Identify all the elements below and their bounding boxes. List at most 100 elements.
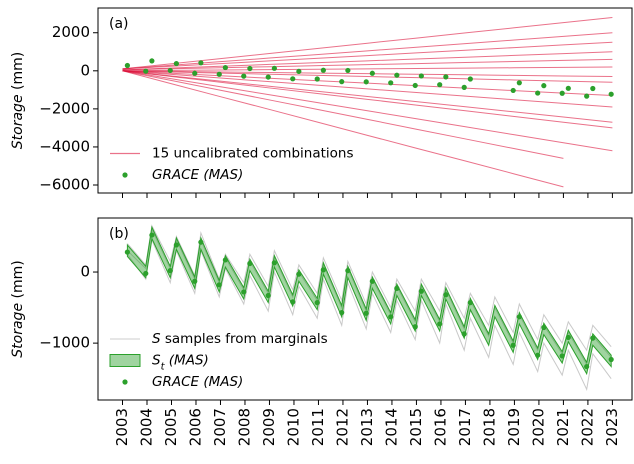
x-tick-label: 2022: [578, 408, 596, 446]
x-tick-label: 2004: [137, 408, 155, 446]
data-point: [467, 76, 473, 82]
y-tick-label: 0: [80, 61, 90, 79]
legend-symbol: [122, 379, 128, 385]
data-point: [167, 67, 173, 74]
data-point: [216, 71, 222, 77]
series-line: [122, 70, 613, 152]
y-tick-label: 0: [80, 263, 90, 281]
data-point: [271, 65, 277, 71]
legend-label: St (MAS): [152, 353, 209, 373]
series-line: [122, 41, 613, 70]
legend-label: GRACE (MAS): [152, 167, 243, 183]
data-point: [535, 90, 541, 96]
data-point: [296, 68, 302, 74]
data-point: [198, 60, 204, 66]
legend-symbol: [122, 172, 128, 178]
y-tick-label: −4000: [39, 137, 90, 155]
uncertainty-band: [126, 225, 612, 376]
data-point: [247, 260, 253, 267]
data-point: [394, 72, 400, 78]
data-point: [559, 353, 565, 359]
data-point: [143, 68, 149, 74]
data-point: [443, 292, 449, 298]
data-point: [320, 267, 326, 273]
axes-frame: [97, 217, 633, 401]
data-point: [584, 93, 590, 99]
series-line: [127, 224, 612, 352]
panel-label: (b): [109, 226, 129, 242]
legend-label: GRACE (MAS): [152, 374, 243, 390]
series-line: [122, 70, 613, 78]
data-point: [241, 289, 247, 295]
data-point: [388, 314, 394, 320]
y-tick-label: −2000: [39, 99, 90, 117]
data-point: [149, 58, 155, 64]
x-tick-label: 2014: [382, 408, 400, 446]
x-tick-label: 2018: [480, 408, 498, 446]
data-point: [173, 60, 179, 67]
legend-label: 15 uncalibrated combinations: [152, 146, 354, 162]
data-point: [516, 80, 522, 86]
data-point: [124, 62, 130, 69]
data-point: [198, 239, 204, 245]
series-line: [122, 66, 613, 72]
series-line: [122, 70, 564, 159]
data-point: [222, 64, 228, 71]
axes-frame: [97, 7, 633, 194]
x-tick-label: 2008: [235, 408, 253, 446]
x-tick-label: 2017: [456, 408, 474, 446]
y-axis-label: Storage (mm): [10, 260, 26, 357]
data-point: [363, 310, 369, 316]
x-tick-label: 2020: [529, 408, 547, 446]
data-point: [461, 331, 467, 337]
data-point: [192, 70, 198, 76]
data-point: [320, 67, 326, 73]
data-point: [516, 314, 522, 320]
x-tick-label: 2009: [260, 408, 278, 446]
data-point: [143, 270, 149, 277]
data-point: [584, 363, 590, 370]
series-line: [122, 70, 613, 129]
data-point: [590, 335, 596, 341]
data-point: [461, 84, 467, 90]
x-tick-label: 2015: [407, 408, 425, 446]
legend-label: S samples from marginals: [152, 331, 328, 347]
data-point: [565, 85, 571, 91]
legend-symbol: [109, 354, 141, 367]
data-point: [271, 260, 277, 266]
data-point: [369, 70, 375, 76]
series-line: [122, 58, 613, 71]
series-line: [122, 70, 613, 108]
data-point: [559, 90, 565, 96]
data-point: [510, 342, 516, 348]
data-point: [290, 299, 296, 305]
data-point: [363, 79, 369, 85]
x-tick-label: 2010: [284, 408, 302, 446]
y-tick-label: 2000: [52, 23, 90, 41]
data-point: [265, 292, 271, 299]
series-line: [126, 238, 612, 391]
data-point: [437, 82, 443, 88]
data-point: [590, 85, 596, 92]
series-line: [122, 70, 613, 123]
y-tick-label: −1000: [39, 334, 90, 352]
data-point: [314, 300, 320, 306]
plot-area: [122, 17, 614, 188]
data-point: [467, 300, 473, 306]
data-point: [173, 242, 179, 248]
data-point: [167, 268, 173, 274]
data-point: [418, 288, 424, 294]
y-axis-label: Storage (mm): [10, 52, 26, 149]
data-point: [394, 285, 400, 291]
plot-area: [124, 224, 614, 391]
data-point: [565, 334, 571, 341]
x-tick-label: 2005: [162, 408, 180, 446]
y-tick-label: −6000: [39, 176, 90, 194]
x-tick-label: 2011: [309, 408, 327, 446]
data-point: [412, 82, 418, 89]
x-tick-label: 2013: [358, 408, 376, 446]
data-point: [314, 76, 320, 82]
data-point: [608, 91, 614, 97]
data-point: [216, 282, 222, 288]
